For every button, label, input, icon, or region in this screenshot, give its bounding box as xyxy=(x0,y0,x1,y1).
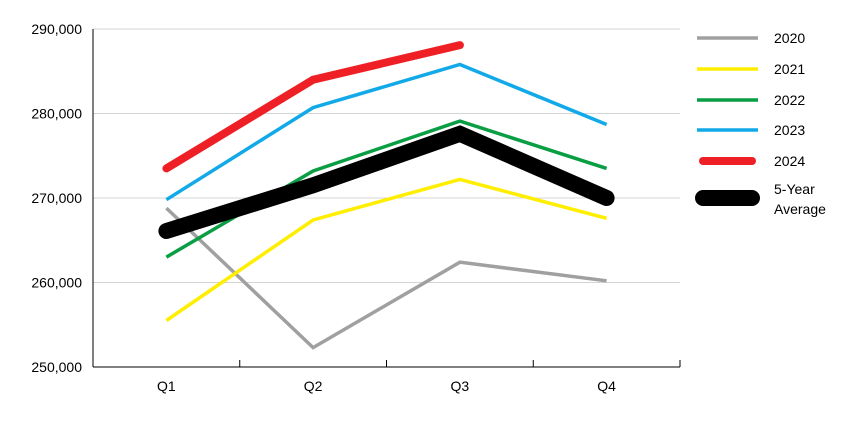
legend-label-2024: 2024 xyxy=(774,153,805,169)
series-line-2021 xyxy=(165,177,608,322)
x-tick-label: Q3 xyxy=(451,378,470,394)
y-axis-tick-labels: 250,000 260,000 270,000 280,000 290,000 xyxy=(31,21,82,375)
legend: 2020 2021 2022 2023 2024 5-Year Average xyxy=(695,30,826,217)
x-tick-label: Q2 xyxy=(304,378,323,394)
legend-label-2022: 2022 xyxy=(774,92,805,108)
series-line-2022 xyxy=(165,119,608,259)
x-axis-tick-labels: Q1 Q2 Q3 Q4 xyxy=(157,378,616,394)
axes xyxy=(92,29,681,368)
gridlines xyxy=(93,28,680,283)
y-tick-label: 260,000 xyxy=(31,275,82,291)
series-line-2024 xyxy=(162,41,464,173)
legend-label-2021: 2021 xyxy=(774,61,805,77)
series-lines xyxy=(158,41,615,350)
legend-label-2020: 2020 xyxy=(774,30,805,46)
series-line-2020 xyxy=(165,206,607,350)
series-line-5-year-average xyxy=(158,125,615,239)
y-tick-label: 290,000 xyxy=(31,21,82,37)
y-tick-label: 250,000 xyxy=(31,359,82,375)
series-line-2023 xyxy=(165,62,608,202)
y-tick-label: 270,000 xyxy=(31,190,82,206)
x-tick-label: Q1 xyxy=(157,378,176,394)
y-tick-label: 280,000 xyxy=(31,106,82,122)
legend-label-5-year-average: 5-Year Average xyxy=(774,181,826,217)
x-tick-label: Q4 xyxy=(597,378,616,394)
legend-label-2023: 2023 xyxy=(774,122,805,138)
